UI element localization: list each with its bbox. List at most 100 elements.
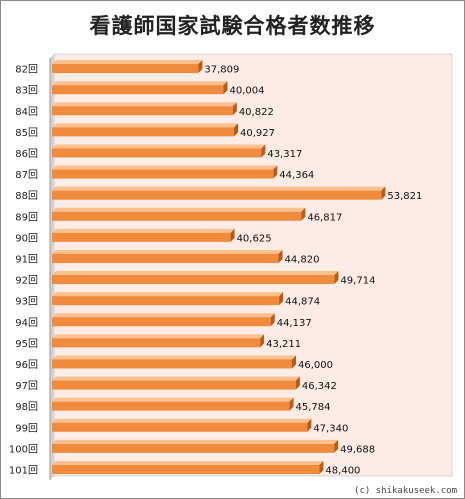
bar-end-face (334, 271, 339, 285)
bar-front-face (52, 464, 320, 474)
category-label: 84回 (15, 106, 38, 118)
bar-end-face (307, 418, 312, 432)
bar-front-face (52, 127, 235, 137)
bar-front-face (52, 317, 271, 327)
bar (52, 418, 312, 432)
value-label: 46,000 (298, 360, 333, 371)
bar-top-face (52, 60, 203, 65)
bar (52, 439, 339, 453)
value-labels: 37,809 40,004 40,822 40,927 43,317 44,364 53,8… (204, 65, 422, 477)
bar-front-face (52, 359, 292, 369)
category-label: 100回 (9, 443, 38, 455)
category-label: 94回 (15, 317, 38, 329)
copyright-text: (c) shikakuseek.com (354, 486, 457, 496)
bar (52, 165, 278, 179)
category-label: 87回 (15, 169, 38, 181)
value-label: 40,625 (237, 233, 272, 244)
category-labels: 82回 83回 84回 85回 86回 87回 88回 89回 90回 91回 92回 93回 94回 9… (9, 64, 38, 477)
value-label: 43,317 (267, 149, 302, 160)
bar-front-face (52, 380, 296, 390)
category-label: 82回 (15, 64, 38, 76)
bar (52, 144, 266, 158)
category-label: 99回 (15, 422, 38, 434)
bar-front-face (52, 401, 290, 411)
bar (52, 249, 283, 263)
value-label: 44,364 (279, 170, 314, 181)
value-label: 49,714 (340, 276, 375, 287)
bar-end-face (279, 292, 284, 306)
value-label: 44,874 (285, 297, 320, 308)
bar-front-face (52, 338, 261, 348)
category-label: 83回 (15, 85, 38, 97)
bar (52, 81, 228, 95)
value-label: 40,004 (229, 86, 264, 97)
category-label: 93回 (15, 296, 38, 308)
bar (52, 207, 306, 221)
bar (52, 397, 294, 411)
bar (52, 376, 300, 390)
value-label: 44,137 (277, 318, 312, 329)
bar-top-face (52, 376, 300, 381)
bar-end-face (301, 207, 306, 221)
bar-end-face (289, 397, 294, 411)
value-label: 40,927 (240, 128, 275, 139)
value-label: 40,822 (239, 107, 274, 118)
bar-end-face (223, 81, 228, 95)
plot-area (49, 53, 453, 480)
bar-front-face (52, 85, 224, 95)
bar-end-face (334, 439, 339, 453)
bar-front-face (52, 443, 335, 453)
bar (52, 60, 203, 74)
bar-end-face (270, 313, 275, 327)
bar (52, 334, 265, 348)
category-label: 92回 (15, 275, 38, 287)
bar-front-face (52, 106, 233, 116)
category-label: 90回 (15, 232, 38, 244)
bar-front-face (52, 190, 382, 200)
bar-top-face (52, 123, 239, 128)
category-label: 98回 (15, 401, 38, 413)
bar (52, 228, 235, 242)
bar-front-face (52, 211, 302, 221)
bar-end-face (230, 228, 235, 242)
value-label: 45,784 (296, 402, 331, 413)
bar-front-face (52, 64, 199, 74)
chart-title: 看護師国家試験合格者数推移 (89, 14, 376, 38)
value-label: 44,820 (285, 254, 320, 265)
value-label: 43,211 (266, 339, 301, 350)
bar (52, 123, 239, 137)
bar-top-face (52, 460, 324, 465)
bar-end-face (381, 186, 386, 200)
bar-front-face (52, 296, 280, 306)
value-label: 37,809 (204, 65, 239, 76)
category-label: 86回 (15, 148, 38, 160)
bar-top-face (52, 165, 278, 170)
bar-end-face (295, 376, 300, 390)
value-label: 46,817 (307, 212, 342, 223)
value-label: 46,342 (302, 381, 337, 392)
bar (52, 271, 339, 285)
category-label: 95回 (15, 338, 38, 350)
bar-end-face (273, 165, 278, 179)
bar-end-face (278, 249, 283, 263)
value-label: 47,340 (313, 423, 348, 434)
bar-front-face (52, 275, 335, 285)
bar-front-face (52, 422, 308, 432)
plot-side-wall (50, 54, 54, 480)
category-label: 85回 (15, 127, 38, 139)
bar-front-face (52, 148, 262, 158)
bar-end-face (319, 460, 324, 474)
bar-front-face (52, 253, 279, 263)
category-label: 91回 (15, 253, 38, 265)
bar-end-face (234, 123, 239, 137)
bar-top-face (52, 228, 235, 233)
bar-front-face (52, 169, 274, 179)
bar-top-face (52, 439, 339, 444)
bar-end-face (198, 60, 203, 74)
bar-top-face (52, 397, 294, 402)
category-label: 97回 (15, 380, 38, 392)
category-label: 89回 (15, 211, 38, 223)
bar-top-face (52, 81, 228, 86)
bar-top-face (52, 271, 339, 276)
